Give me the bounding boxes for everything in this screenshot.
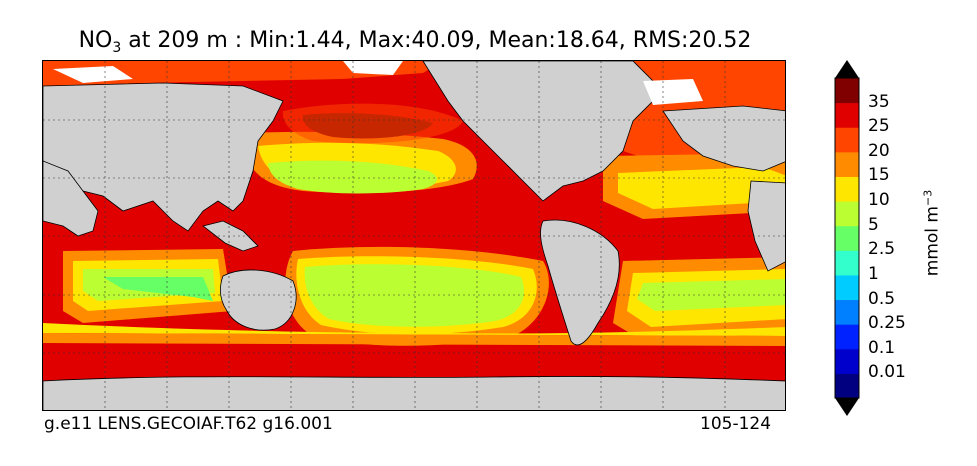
- colorbar-units: mmol m−3: [921, 189, 943, 277]
- s-pacific-5: [304, 264, 524, 327]
- colorbar-tick-label: 35: [868, 91, 890, 112]
- no3-map: [43, 61, 785, 410]
- map-panel: [42, 60, 786, 411]
- colorbar-tick-label: 15: [868, 165, 890, 186]
- colorbar-segment: [835, 102, 859, 128]
- colorbar-segment: [835, 78, 859, 104]
- s-atlantic-5: [637, 279, 785, 311]
- colorbar-extend-min: [835, 398, 859, 416]
- colorbar-tick-label: 0.25: [868, 313, 906, 334]
- land-antarctica: [43, 376, 785, 410]
- colorbar-tick-label: 1: [868, 263, 879, 284]
- land-africa-east: [747, 180, 785, 272]
- land-africa-west: [43, 160, 99, 237]
- indian-2-5: [103, 277, 213, 301]
- plot-title: NO3 at 209 m : Min:1.44, Max:40.09, Mean…: [78, 28, 752, 56]
- colorbar-tick-label: 25: [868, 116, 890, 137]
- colorbar-segment: [835, 324, 859, 350]
- colorbar-segment: [835, 225, 859, 251]
- colorbar-tick-label: 5: [868, 214, 879, 235]
- arctic-band: [43, 61, 443, 86]
- colorbar-segment: [835, 274, 859, 301]
- colorbar-segment: [835, 151, 859, 177]
- n-pacific-5: [268, 160, 438, 194]
- colorbar-tick-label: 20: [868, 140, 890, 161]
- colorbar-tick-label: 0.5: [868, 288, 896, 309]
- case-name: g.e11 LENS.GECOIAF.T62 g16.001: [44, 414, 333, 434]
- colorbar-segment: [835, 250, 859, 276]
- colorbar-tick-label: 0.1: [868, 337, 896, 358]
- southern-edge-15: [43, 333, 785, 346]
- colorbar-segment: [835, 299, 859, 325]
- n-pacific-25: [282, 103, 463, 144]
- colorbar-segment: [835, 176, 859, 202]
- colorbar-tick-label: 0.01: [868, 362, 906, 383]
- land-maritime: [202, 220, 259, 252]
- colorbar-tick-label: 2.5: [868, 239, 896, 260]
- land-s-america: [540, 219, 620, 346]
- colorbar-segment: [835, 373, 859, 399]
- colorbar-frame: [834, 77, 860, 399]
- missing-data: [53, 61, 703, 105]
- graticule: [43, 61, 785, 410]
- colorbar-segment: [835, 201, 859, 227]
- land-australia: [219, 269, 297, 331]
- n-atlantic-10: [618, 167, 785, 209]
- colorbar-segment: [835, 127, 859, 153]
- land-europe: [662, 105, 785, 172]
- colorbar-segment: [835, 348, 859, 374]
- year-range: 105-124: [700, 414, 772, 434]
- southern-edge: [43, 323, 785, 336]
- colorbar-extend-max: [835, 60, 859, 78]
- colorbar: [834, 60, 860, 416]
- colorbar-tick-label: 10: [868, 190, 890, 211]
